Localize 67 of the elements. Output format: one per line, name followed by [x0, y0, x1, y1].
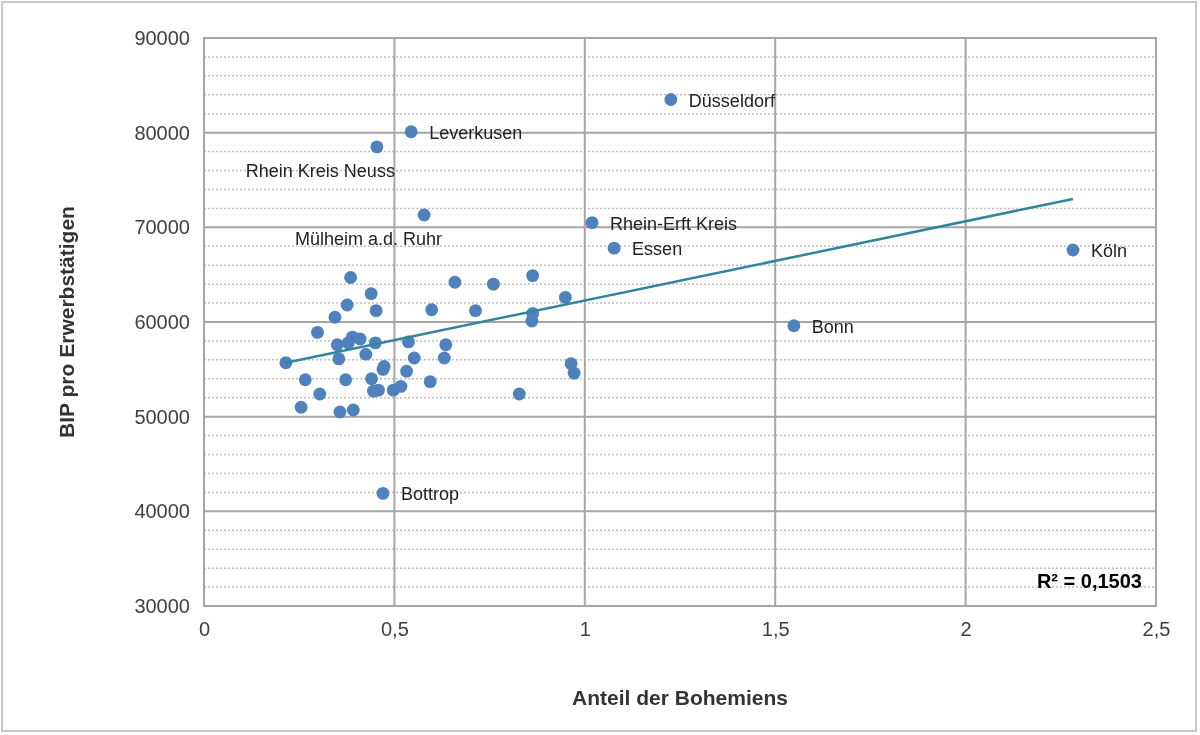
- annotation: Bonn: [811, 316, 854, 337]
- point: [394, 379, 408, 393]
- annotation: Bottrop: [400, 483, 460, 504]
- x-tick-label: 2: [960, 618, 972, 641]
- point: [787, 319, 801, 333]
- point: [313, 387, 327, 401]
- point: [365, 372, 378, 386]
- annotation: R² = 0,1503: [1036, 570, 1142, 592]
- point: [664, 93, 678, 106]
- point: [585, 216, 599, 230]
- point: [423, 375, 437, 389]
- point: [346, 403, 360, 417]
- point: [353, 332, 367, 346]
- point: [512, 387, 526, 401]
- x-tick-label: 0,5: [380, 618, 409, 641]
- point: [607, 241, 621, 255]
- y-tick-label: 90000: [134, 26, 190, 49]
- y-axis-title: BIP pro Erwerbstätigen: [55, 206, 78, 438]
- point: [558, 290, 572, 304]
- point: [298, 373, 312, 387]
- y-tick-label: 30000: [134, 594, 190, 617]
- annotation: Leverkusen: [429, 123, 523, 143]
- point: [332, 352, 346, 366]
- point: [469, 304, 482, 318]
- point: [364, 287, 378, 301]
- point: [340, 298, 354, 312]
- point: [328, 310, 342, 324]
- annotation: Mülheim a.d. Ruhr: [295, 229, 443, 250]
- point: [525, 314, 539, 328]
- point: [567, 366, 581, 380]
- point: [1066, 243, 1080, 257]
- x-tick-label: 1: [579, 618, 591, 641]
- point: [526, 269, 540, 283]
- point: [359, 347, 373, 361]
- y-tick-label: 60000: [134, 310, 190, 333]
- y-tick-label: 40000: [134, 500, 190, 523]
- point: [437, 351, 451, 365]
- point: [407, 351, 421, 365]
- point: [417, 208, 431, 222]
- point: [311, 325, 324, 339]
- annotation: Essen: [632, 238, 683, 259]
- annotation: Rhein Kreis Neuss: [245, 160, 395, 181]
- x-axis-title: Anteil der Bohemiens: [572, 686, 788, 709]
- point: [376, 486, 390, 500]
- point: [341, 336, 355, 350]
- x-tick-label: 2,5: [1142, 618, 1171, 641]
- y-tick-label: 70000: [134, 216, 190, 239]
- point: [294, 400, 308, 414]
- annotation: Rhein-Erft Kreis: [610, 213, 738, 234]
- x-tick-label: 1,5: [761, 618, 790, 641]
- point: [370, 140, 384, 154]
- point: [448, 275, 462, 289]
- y-tick-label: 50000: [134, 405, 190, 428]
- y-tick-label: 80000: [134, 121, 190, 144]
- point: [439, 338, 453, 352]
- point: [425, 303, 439, 317]
- point: [369, 304, 383, 318]
- annotation: Düsseldorf: [688, 91, 776, 112]
- point: [404, 125, 418, 139]
- x-tick-label: 0: [198, 618, 211, 641]
- point: [344, 271, 358, 284]
- annotation: Köln: [1090, 240, 1128, 261]
- point: [333, 405, 347, 419]
- point: [339, 373, 353, 387]
- point: [400, 364, 414, 378]
- point: [330, 338, 344, 352]
- point: [486, 277, 500, 291]
